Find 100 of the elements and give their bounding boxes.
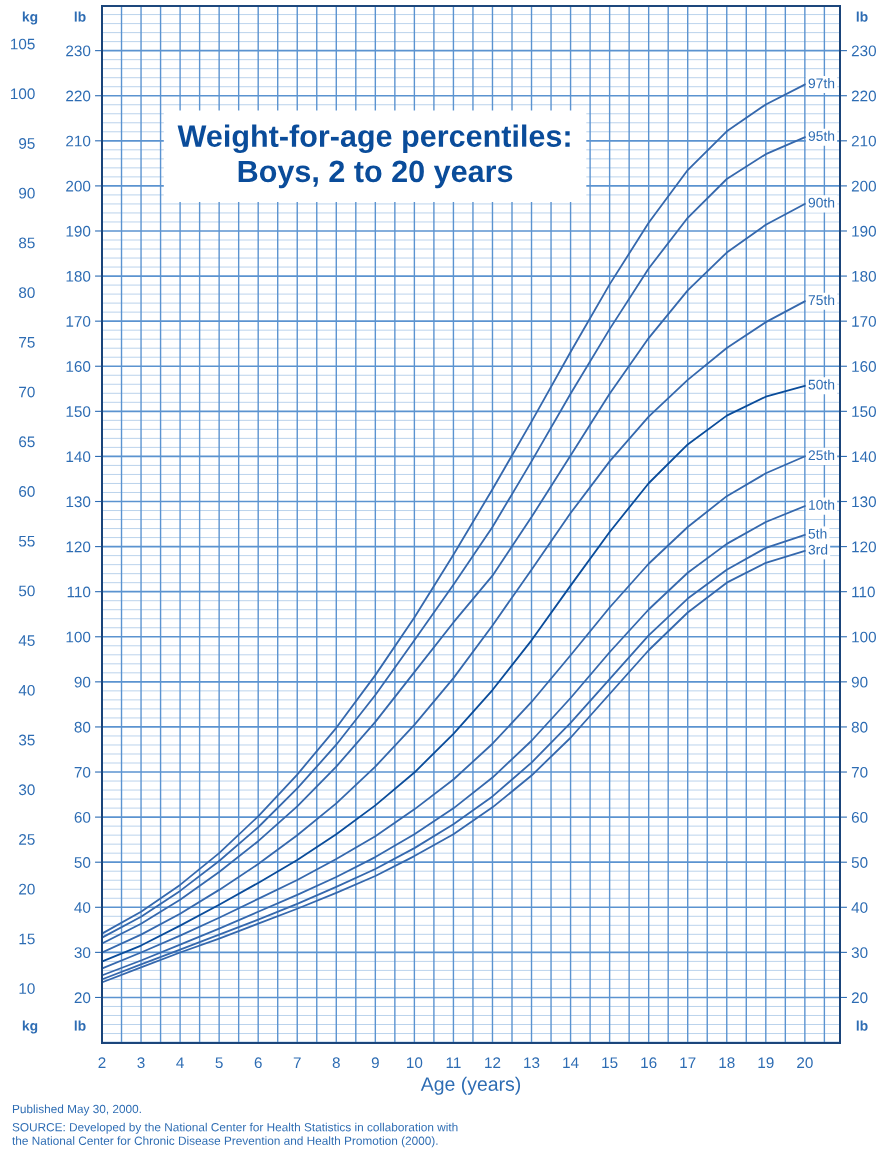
- y-tick-label: 70: [19, 386, 35, 398]
- series-label: 25th: [808, 449, 835, 461]
- x-tick-label: 18: [719, 1057, 735, 1069]
- y2-tick-label: 40: [851, 902, 868, 913]
- series-label: 3rd: [808, 544, 828, 555]
- x-tick-label: 17: [680, 1057, 696, 1068]
- y-tick-label: 20: [19, 883, 35, 895]
- x-tick-label: 3: [137, 1057, 145, 1069]
- series-label: 95th: [808, 130, 835, 141]
- y3-tick-label: 210: [66, 135, 91, 147]
- y2-tick-label: 100: [852, 631, 876, 643]
- y3-tick-label: 220: [66, 90, 91, 102]
- y-tick-label: 105: [11, 38, 35, 50]
- y2-tick-label: 70: [851, 766, 868, 778]
- y2-tick-label: 160: [852, 361, 876, 372]
- series-label: 75th: [808, 294, 835, 306]
- y3-tick-label: 20: [74, 992, 91, 1004]
- x-tick-label: 6: [254, 1057, 262, 1069]
- y3-tick-label: 140: [66, 451, 91, 463]
- y3-tick-label: 40: [74, 902, 91, 913]
- y2-tick-label: 150: [852, 406, 876, 418]
- y2-tick-label: 110: [852, 586, 875, 598]
- y2-tick-label: 200: [851, 180, 876, 192]
- y-tick-label: 65: [19, 436, 35, 448]
- x-tick-label: 13: [524, 1057, 540, 1069]
- series-label: 5th: [808, 528, 827, 539]
- y-tick-label: 60: [19, 486, 35, 497]
- x-tick-label: 20: [797, 1057, 813, 1069]
- series-label: 10th: [809, 499, 835, 510]
- y-tick-label: 35: [18, 734, 35, 746]
- y2-tick-label: 30: [851, 947, 868, 959]
- y3-tick-label: 200: [66, 180, 91, 192]
- y2-tick-label: 210: [851, 135, 876, 147]
- x-tick-label: 14: [563, 1057, 579, 1068]
- y3-tick-label: 190: [66, 225, 91, 237]
- series-label: 97th: [808, 78, 835, 89]
- y2-tick-label: 60: [851, 811, 868, 823]
- y2-tick-label: 220: [851, 90, 876, 102]
- y-tick-label: 25: [19, 834, 35, 845]
- x-tick-label: 11: [446, 1057, 461, 1068]
- x-tick-label: 8: [332, 1057, 340, 1069]
- y-tick-label: 85: [19, 237, 35, 249]
- y2-tick-label: 190: [852, 225, 876, 237]
- y2-tick-label: 120: [852, 541, 876, 553]
- y2-tick-label: 140: [852, 451, 876, 463]
- text: Published May 30, 2000.: [12, 1104, 141, 1116]
- y3-tick-label: 70: [74, 766, 91, 778]
- x-tick-label: 15: [602, 1057, 618, 1069]
- y2-tick-label: 90: [851, 676, 868, 688]
- y-tick-label: 90: [19, 187, 35, 199]
- x-tick-label: 2: [98, 1057, 106, 1068]
- y3-axis-title: lb: [74, 11, 86, 22]
- x-tick-label: 12: [485, 1057, 501, 1068]
- y3-tick-label: 90: [74, 676, 91, 688]
- x-tick-label: 4: [176, 1057, 184, 1068]
- y-tick-label: 15: [19, 933, 35, 945]
- y3-tick-label: 80: [74, 721, 91, 733]
- y2-axis-title: lb: [856, 11, 868, 22]
- y3-tick-label: 150: [66, 406, 91, 418]
- y2-tick-label: 170: [852, 316, 876, 327]
- y3-tick-label: 130: [66, 496, 91, 508]
- y-tick-label: 75: [19, 337, 35, 348]
- y2-tick-label: 230: [851, 45, 876, 57]
- y-tick-label: 95: [19, 138, 35, 149]
- y2-tick-label: 50: [851, 857, 868, 868]
- x-tick-label: 10: [407, 1057, 423, 1069]
- y-tick-label: 40: [18, 684, 35, 696]
- y2-tick-label: 180: [852, 270, 876, 282]
- y3-tick-label: 230: [66, 45, 91, 57]
- y2-tick-label: 80: [851, 721, 868, 733]
- y3-tick-label: 100: [66, 631, 91, 643]
- y-axis-title: kg: [22, 11, 38, 25]
- text: lb: [74, 1020, 86, 1031]
- y3-tick-label: 30: [74, 947, 91, 959]
- y2-tick-label: 20: [851, 992, 868, 1004]
- y3-tick-label: 60: [74, 811, 91, 823]
- y3-tick-label: 120: [66, 541, 91, 553]
- y2-tick-label: 130: [852, 496, 876, 508]
- x-tick-label: 19: [758, 1057, 774, 1069]
- y-tick-label: 80: [19, 287, 35, 299]
- text: lb: [856, 1020, 868, 1031]
- x-axis-title: Age (years): [420, 1076, 521, 1095]
- y-tick-label: 50: [18, 585, 35, 597]
- y3-tick-label: 160: [66, 361, 91, 372]
- series-label: 50th: [808, 379, 835, 390]
- y3-tick-label: 110: [67, 586, 91, 598]
- y-tick-label: 10: [19, 983, 35, 994]
- y3-tick-label: 50: [74, 857, 91, 868]
- y3-tick-label: 180: [66, 270, 91, 282]
- source-note: SOURCE: Developed by the National Center for Health Statistics in collaboration with the National Center for Chronic Disease Prevention and Health Promotion (2000).: [12, 1122, 458, 1148]
- x-tick-label: 5: [215, 1057, 223, 1069]
- y3-tick-label: 170: [66, 316, 91, 327]
- text: kg: [22, 1020, 38, 1034]
- x-tick-label: 16: [641, 1057, 657, 1069]
- x-tick-label: 9: [371, 1057, 379, 1069]
- y-tick-label: 45: [18, 635, 35, 647]
- y-tick-label: 100: [11, 88, 35, 100]
- series-label: 90th: [808, 197, 835, 208]
- y-tick-label: 30: [18, 784, 35, 796]
- text: Weight-for-age percentiles: Boys, 2 to 20 years: [177, 124, 570, 189]
